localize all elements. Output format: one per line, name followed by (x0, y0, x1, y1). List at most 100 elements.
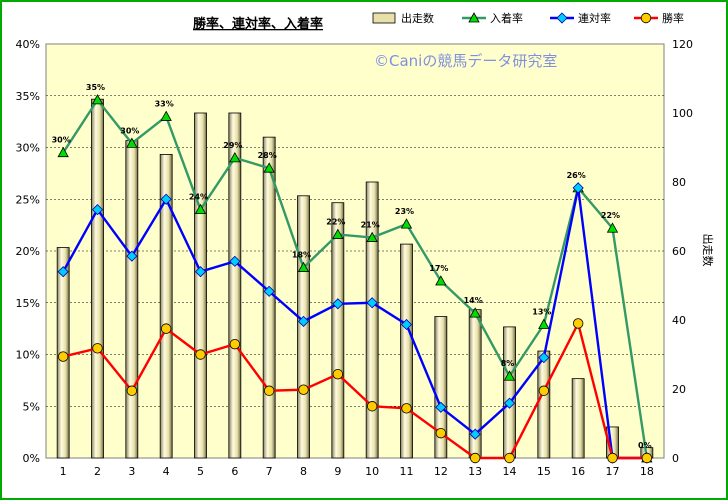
y-left-tick-label: 15% (16, 297, 40, 310)
watermark: ©Caniの競馬データ研究室 (374, 52, 557, 70)
y-right-tick-label: 120 (672, 38, 693, 51)
x-tick-label: 17 (606, 465, 620, 478)
x-tick-label: 12 (434, 465, 448, 478)
data-point (229, 152, 241, 163)
data-label: 24% (189, 193, 208, 202)
legend-label: 連対率 (578, 11, 611, 25)
data-label: 18% (292, 251, 311, 260)
bar (159, 153, 173, 459)
y-right-tick-label: 60 (672, 245, 686, 258)
bar (194, 112, 207, 459)
data-point (91, 204, 104, 216)
data-point (92, 343, 103, 354)
series-line (62, 97, 649, 459)
data-label: 0% (638, 441, 652, 450)
data-point (194, 266, 207, 278)
y-right-tick-label: 0 (672, 452, 679, 465)
data-point (195, 349, 206, 360)
data-point (57, 266, 69, 278)
bar (400, 243, 413, 459)
x-tick-label: 7 (266, 465, 273, 478)
data-point (503, 397, 516, 409)
data-point (126, 137, 138, 148)
x-tick-label: 6 (231, 465, 238, 478)
x-tick-label: 18 (640, 465, 654, 478)
data-point (57, 351, 69, 362)
y-left-tick-label: 30% (16, 142, 40, 155)
y-left-tick-label: 40% (16, 38, 40, 51)
data-point (400, 318, 413, 331)
data-label: 23% (395, 207, 414, 216)
data-point (607, 452, 618, 464)
data-label: 30% (52, 136, 71, 145)
data-label: 17% (429, 264, 448, 273)
x-tick-label: 10 (365, 465, 379, 478)
data-label: 22% (326, 217, 345, 226)
data-point (469, 452, 481, 464)
x-tick-label: 3 (128, 465, 135, 478)
y-right-tick-label: 80 (672, 176, 686, 189)
y-right-tick-label: 40 (672, 314, 686, 327)
x-tick-label: 5 (197, 465, 204, 478)
data-point (194, 203, 207, 215)
y-left-tick-label: 10% (16, 349, 40, 362)
data-point (229, 255, 241, 267)
data-point (538, 352, 550, 364)
data-point (126, 250, 138, 262)
x-tick-label: 11 (400, 465, 414, 478)
data-point (503, 370, 516, 381)
data-point (435, 427, 447, 439)
data-point (57, 146, 69, 158)
data-label: 22% (601, 211, 620, 220)
data-point (538, 318, 550, 329)
legend-marker (640, 12, 652, 24)
data-point (469, 307, 481, 318)
data-point (400, 218, 413, 229)
data-label: 8% (501, 359, 515, 368)
data-label: 35% (86, 83, 105, 92)
legend-label: 入着率 (490, 11, 523, 25)
x-tick-label: 8 (300, 465, 307, 478)
data-point (435, 275, 447, 286)
x-tick-label: 13 (468, 465, 482, 478)
x-tick-label: 1 (60, 465, 67, 478)
data-point (572, 182, 584, 194)
y-left-tick-label: 20% (16, 245, 40, 258)
bar (503, 326, 516, 459)
data-label: 14% (464, 296, 483, 305)
data-label: 21% (361, 221, 380, 230)
bar (91, 98, 104, 459)
data-label: 26% (567, 171, 586, 180)
data-point (332, 228, 344, 239)
data-label: 30% (120, 126, 139, 135)
x-tick-label: 9 (334, 465, 341, 478)
data-point (366, 231, 378, 242)
data-point (332, 298, 344, 310)
y-right-tick-label: 100 (672, 107, 693, 120)
x-tick-label: 14 (503, 465, 517, 478)
data-point (332, 368, 344, 380)
data-point (572, 318, 584, 329)
bar (434, 316, 448, 459)
bar (331, 202, 345, 459)
data-point (606, 222, 619, 233)
legend-swatch (372, 12, 396, 24)
bar (228, 112, 242, 459)
data-point (366, 297, 378, 309)
data-point (641, 452, 653, 464)
data-label: 33% (155, 99, 174, 108)
data-label: 28% (258, 151, 277, 160)
data-label: 29% (223, 141, 242, 150)
data-point (401, 403, 412, 414)
data-point (366, 401, 378, 412)
x-tick-label: 2 (94, 465, 101, 478)
data-point (263, 162, 275, 173)
data-label: 13% (532, 307, 551, 316)
y-left-tick-label: 25% (16, 193, 40, 206)
data-point (504, 452, 515, 464)
data-point (297, 315, 310, 327)
data-point (91, 94, 104, 105)
legend-marker (468, 12, 480, 23)
